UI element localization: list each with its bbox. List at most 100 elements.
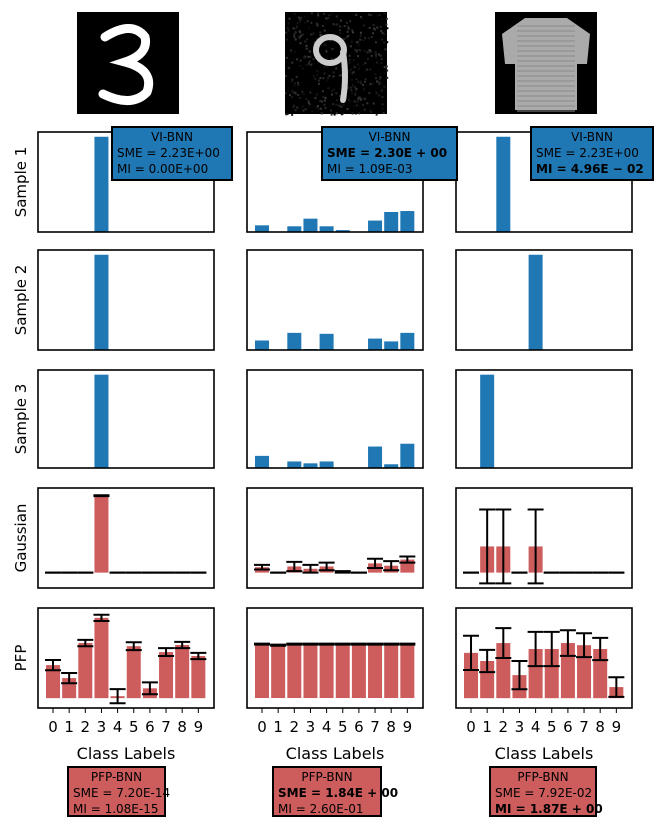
- noise-pixel: [355, 99, 357, 101]
- noise-pixel: [295, 31, 297, 33]
- noise-pixel: [371, 55, 373, 57]
- noise-pixel: [351, 92, 353, 94]
- noise-pixel: [328, 75, 330, 77]
- noise-pixel: [291, 96, 293, 98]
- axes-row4-col3: [456, 488, 632, 588]
- noise-pixel: [306, 48, 308, 50]
- noise-pixel: [352, 17, 354, 19]
- bar-class-1: [480, 375, 494, 468]
- x-tick-label-4: 4: [531, 718, 541, 736]
- noise-pixel: [305, 98, 307, 100]
- noise-pixel: [332, 103, 334, 105]
- noise-pixel: [327, 77, 329, 79]
- noise-pixel: [381, 90, 383, 92]
- box-title: VI-BNN: [369, 130, 411, 144]
- noise-pixel: [306, 38, 308, 40]
- noise-pixel: [385, 24, 387, 26]
- noise-pixel: [312, 58, 314, 60]
- vi-bnn-metrics-box: VI-BNNSME = 2.23E+00MI = 0.00E+00: [112, 127, 232, 180]
- noise-pixel: [314, 78, 316, 80]
- row-label: Sample 2: [12, 265, 30, 336]
- noise-pixel: [322, 90, 324, 92]
- x-tick-label-2: 2: [290, 718, 300, 736]
- errorbar-class-4: [319, 644, 335, 645]
- noise-pixel: [285, 92, 287, 94]
- bar-class-9: [400, 333, 414, 350]
- noise-pixel: [308, 63, 310, 65]
- axes-frame: [247, 370, 423, 468]
- noise-pixel: [333, 89, 335, 91]
- noise-pixel: [364, 62, 366, 64]
- noise-pixel: [376, 80, 378, 82]
- noise-pixel: [357, 64, 359, 66]
- noise-pixel: [380, 26, 382, 28]
- noise-pixel: [355, 78, 357, 80]
- noise-pixel: [302, 68, 304, 70]
- row-label: PFP: [12, 645, 30, 672]
- noise-pixel: [353, 105, 355, 107]
- x-tick-label-5: 5: [338, 718, 348, 736]
- noise-pixel: [318, 80, 320, 82]
- digit-9-tail: [343, 52, 345, 100]
- noise-pixel: [355, 112, 357, 114]
- figure: Sample 1Sample 2Sample 3Gaussian0 1 2 3 4 5 6 7…: [0, 0, 662, 828]
- axes-row3-col1: Sample 3: [12, 370, 214, 468]
- noise-pixel: [304, 22, 306, 24]
- vi-bnn-metrics-box: VI-BNNSME = 2.30E + 00MI = 1.09E-03: [322, 127, 457, 180]
- noise-pixel: [379, 78, 381, 80]
- x-tick-label-3: 3: [515, 718, 525, 736]
- noise-pixel: [356, 104, 358, 106]
- bar-class-2: [287, 226, 301, 232]
- noise-pixel: [322, 96, 324, 98]
- errorbar-class-5: [335, 644, 351, 645]
- x-tick-label-1: 1: [482, 718, 492, 736]
- bar-class-3: [94, 496, 108, 573]
- noise-pixel: [324, 44, 326, 46]
- noise-pixel: [330, 49, 332, 51]
- row-label: Sample 3: [12, 384, 30, 455]
- input-image-noisy-mnist-digit-9: [285, 12, 388, 116]
- noise-pixel: [358, 112, 360, 114]
- bar-class-8: [175, 645, 189, 698]
- noise-pixel: [344, 25, 346, 27]
- noise-pixel: [364, 81, 366, 83]
- noise-pixel: [363, 88, 365, 90]
- noise-pixel: [315, 21, 317, 23]
- noise-pixel: [353, 71, 355, 73]
- sme-value: SME = 7.92E-02: [495, 786, 592, 800]
- axes-frame: [247, 250, 423, 350]
- noise-pixel: [372, 66, 374, 68]
- noise-pixel: [288, 54, 290, 56]
- noise-pixel: [299, 19, 301, 21]
- bar-class-0: [255, 644, 269, 698]
- noise-pixel: [298, 17, 300, 19]
- noise-pixel: [386, 27, 388, 29]
- x-tick-label-7: 7: [579, 718, 589, 736]
- errorbar-class-9: [399, 644, 415, 645]
- noise-pixel: [362, 84, 364, 86]
- bar-class-9: [400, 211, 414, 232]
- x-tick-label-1: 1: [64, 718, 74, 736]
- noise-pixel: [369, 27, 371, 29]
- noise-pixel: [307, 56, 309, 58]
- noise-pixel: [369, 41, 371, 43]
- noise-pixel: [299, 65, 301, 67]
- x-tick-label-6: 6: [145, 718, 155, 736]
- noise-pixel: [382, 32, 384, 34]
- noise-pixel: [295, 27, 297, 29]
- noise-pixel: [297, 82, 299, 84]
- noise-pixel: [358, 105, 360, 107]
- noise-pixel: [380, 62, 382, 64]
- noise-pixel: [334, 113, 336, 115]
- axes-row2-col2: [247, 250, 423, 350]
- noise-pixel: [340, 106, 342, 108]
- noise-pixel: [286, 39, 288, 41]
- mi-value: MI = 1.09E-03: [327, 162, 412, 176]
- noise-pixel: [351, 29, 353, 31]
- noise-pixel: [290, 53, 292, 55]
- noise-pixel: [293, 106, 295, 108]
- noise-pixel: [379, 14, 381, 16]
- noise-pixel: [323, 66, 325, 68]
- axes-row2-col3: [456, 250, 632, 350]
- axes-row3-col2: [247, 370, 423, 468]
